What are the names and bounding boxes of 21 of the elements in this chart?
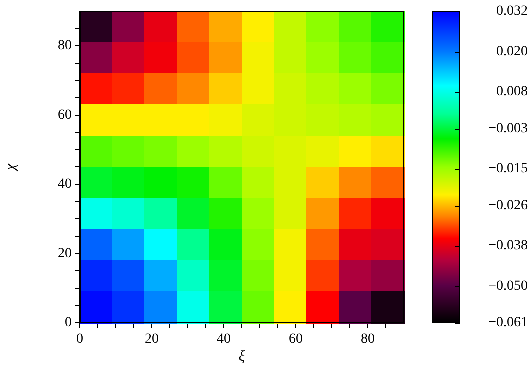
x-axis-title: ξ xyxy=(238,348,246,365)
color-bar-label: 0.008 xyxy=(496,84,528,100)
color-bar-label: −0.061 xyxy=(488,316,528,331)
color-bar-label: −0.026 xyxy=(488,198,528,214)
color-bar-label: −0.038 xyxy=(488,238,528,254)
color-bar-label: −0.003 xyxy=(488,121,528,136)
y-tick-label: 0 xyxy=(65,316,72,331)
x-tick-label: 40 xyxy=(217,332,231,348)
color-bar-label: 0.020 xyxy=(496,44,528,60)
color-bar-label: −0.050 xyxy=(488,278,528,294)
x-tick-label: 60 xyxy=(289,332,303,348)
y-tick-label: 20 xyxy=(58,246,72,262)
color-bar-label: −0.015 xyxy=(488,162,528,177)
x-tick-label: 80 xyxy=(361,332,375,348)
x-tick-label: 0 xyxy=(76,332,84,348)
y-tick-label: 40 xyxy=(58,177,72,192)
color-bar-label: 0.032 xyxy=(496,4,528,20)
y-tick-label: 80 xyxy=(58,38,72,54)
y-axis-title: χ xyxy=(2,164,19,173)
x-tick-label: 20 xyxy=(145,332,159,348)
y-tick-label: 60 xyxy=(58,108,72,123)
